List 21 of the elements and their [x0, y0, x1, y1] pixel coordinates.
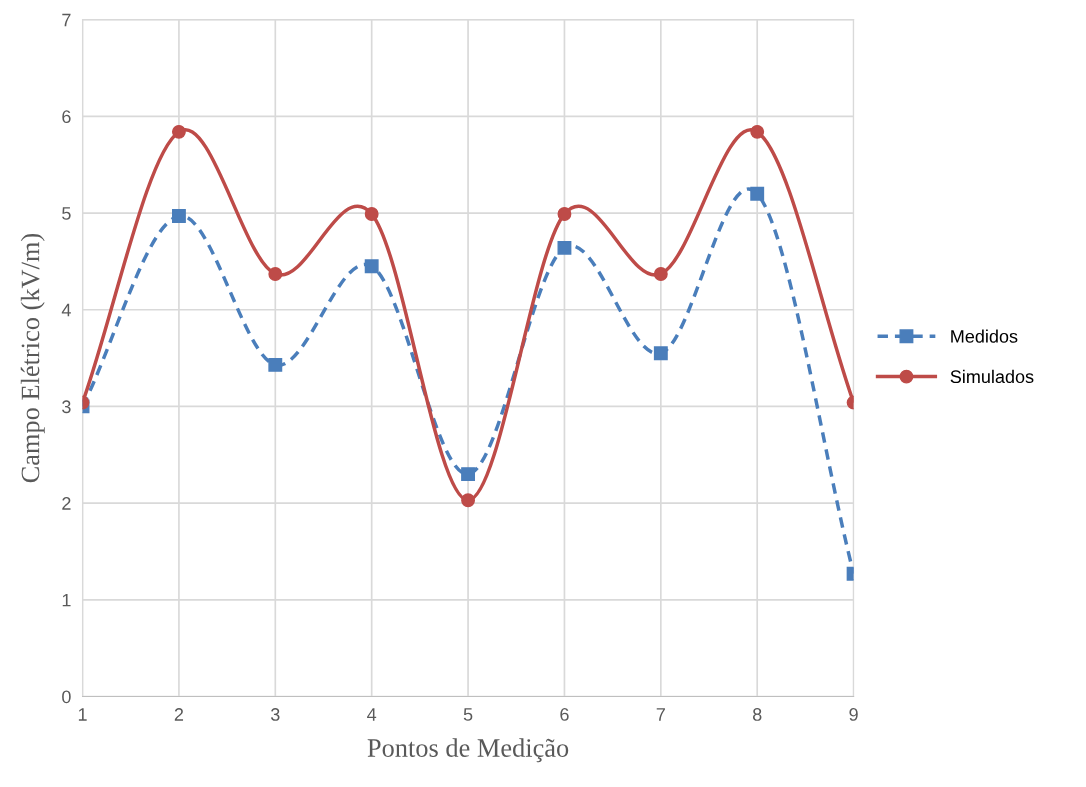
x-tick-label: 9: [849, 708, 858, 721]
x-tick-label: 1: [78, 708, 87, 721]
x-tick-label: 6: [560, 708, 569, 721]
x-tick-label: 7: [656, 708, 665, 721]
legend-label: Simulados: [950, 369, 1034, 384]
x-tick-label: 3: [270, 708, 280, 721]
legend-label: Medidos: [951, 329, 1018, 343]
x-tick-label: 2: [174, 708, 184, 721]
y-tick-label: 3: [62, 400, 71, 414]
x-axis-title: Pontos de Medição: [367, 738, 569, 763]
y-tick-label: 7: [62, 13, 71, 27]
y-tick-label: 5: [62, 207, 71, 220]
y-tick-label: 2: [62, 497, 71, 510]
y-tick-label: 0: [62, 690, 71, 704]
x-tick-label: 5: [463, 708, 473, 721]
x-tick-label: 4: [367, 708, 377, 721]
y-tick-label: 6: [62, 110, 71, 124]
y-axis-title: Campo Elétrico (kV/m): [20, 233, 45, 483]
y-tick-label: 1: [62, 593, 71, 607]
x-tick-label: 8: [752, 708, 762, 721]
y-tick-label: 4: [61, 303, 71, 317]
